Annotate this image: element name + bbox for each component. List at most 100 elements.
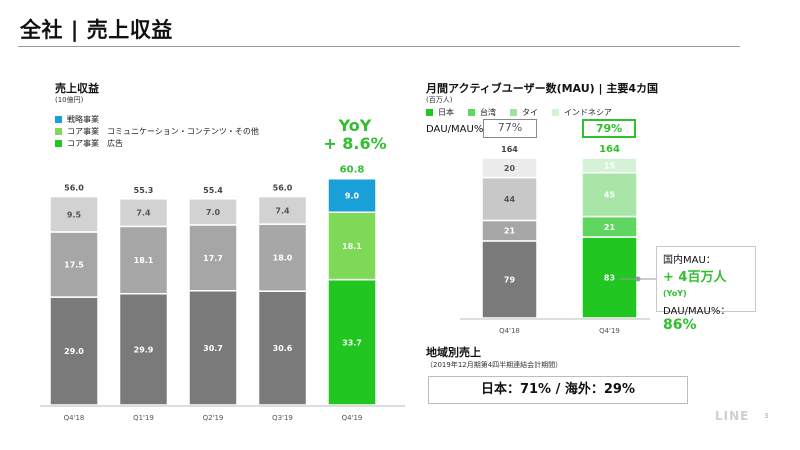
bar-segment <box>327 278 377 406</box>
data-label: 7.4 <box>275 206 290 215</box>
bar-segment <box>257 290 308 406</box>
mau-unit: (百万人) <box>426 96 453 104</box>
callout-mau-growth: + 4百万人 <box>663 270 727 285</box>
callout-line4: 86% <box>663 317 697 333</box>
legend-swatch <box>552 109 559 116</box>
bar-segment <box>188 290 238 406</box>
data-label: 30.7 <box>203 344 223 353</box>
data-label: 33.7 <box>342 338 362 347</box>
data-label: 15 <box>604 161 616 170</box>
data-label: 21 <box>504 227 516 236</box>
data-label: 18.0 <box>273 254 293 263</box>
data-label: 44 <box>504 195 516 204</box>
x-tick-label: Q4'18 <box>64 414 85 422</box>
data-label: 7.4 <box>136 209 151 218</box>
bar-segment <box>481 240 538 319</box>
total-label: 60.8 <box>340 165 365 176</box>
title-divider <box>18 46 740 47</box>
callout-connector-dot <box>635 276 641 282</box>
data-label: 9.0 <box>345 191 360 200</box>
bar-segment <box>581 171 638 218</box>
bar-segment <box>118 198 169 228</box>
legend-label: 日本 <box>438 108 454 117</box>
page-title: 全社 | 売上収益 <box>20 18 173 42</box>
legend-label: コア事業 広告 <box>67 139 123 148</box>
page-number: 3 <box>764 412 769 420</box>
legend-label: インドネシア <box>564 108 612 117</box>
bar-segment <box>257 223 308 292</box>
bar-segment <box>481 157 538 179</box>
bar-segment <box>188 198 238 226</box>
total-label: 55.4 <box>203 186 223 195</box>
x-tick-label: Q1'19 <box>133 414 154 422</box>
legend-swatch <box>55 116 62 123</box>
x-tick-label: Q3'19 <box>272 414 293 422</box>
mau-legend: 日本 台湾 タイ インドネシア <box>426 107 612 118</box>
data-label: 29.9 <box>134 345 154 354</box>
x-tick-label: Q2'19 <box>203 414 224 422</box>
callout-line3: DAU/MAU%： <box>663 306 731 317</box>
bar-segment <box>257 195 308 225</box>
bar-segment <box>327 177 377 213</box>
data-label: 79 <box>504 275 516 284</box>
legend-label: タイ <box>522 108 538 117</box>
callout-line1: 国内MAU： <box>663 255 716 266</box>
legend-item-strategic: 戦略事業 <box>55 114 99 125</box>
legend-label: 戦略事業 <box>67 115 99 124</box>
data-label: 45 <box>604 191 616 200</box>
region-ratio: 日本：71% / 海外：29% <box>428 376 688 404</box>
total-label: 164 <box>599 144 620 155</box>
x-tick-label: Q4'18 <box>499 327 520 335</box>
bar-segment <box>581 236 638 319</box>
callout-yoy: (YoY) <box>663 289 687 298</box>
region-subtitle: （2019年12月期第4四半期連結会計期間） <box>426 361 563 369</box>
bar-segment <box>481 176 538 222</box>
data-label: 18.1 <box>342 242 362 251</box>
data-label: 20 <box>504 164 516 173</box>
legend-label: 台湾 <box>480 108 496 117</box>
bar-segment <box>49 195 99 233</box>
data-label: 21 <box>604 223 616 232</box>
dau-mau-q419: 79% <box>582 119 636 138</box>
legend-label: コア事業 コミュニケーション・コンテンツ・その他 <box>67 127 259 136</box>
total-label: 56.0 <box>64 184 84 193</box>
yoy-value: + 8.6% <box>323 134 387 153</box>
legend-swatch <box>55 128 62 135</box>
data-label: 83 <box>604 274 615 283</box>
legend-swatch <box>468 109 475 116</box>
revenue-chart: 29.0 17.5 9.5 56.0 Q4'18 29.9 18.1 7.4 55.3 Q1'19… <box>40 165 405 422</box>
legend-swatch <box>55 140 62 147</box>
mau-chart-title: 月間アクティブユーザー数(MAU) | 主要4カ国 <box>426 82 659 95</box>
total-label: 55.3 <box>134 186 154 195</box>
bar-segment <box>118 225 169 295</box>
data-label: 29.0 <box>64 347 84 356</box>
total-label: 56.0 <box>273 184 293 193</box>
line-logo: LINE <box>715 409 750 423</box>
total-label: 164 <box>501 145 518 154</box>
bar-segment <box>118 292 169 406</box>
yoy-label: YoY <box>338 116 372 135</box>
bar-segment <box>49 231 99 298</box>
region-title: 地域別売上 <box>426 346 481 359</box>
data-label: 17.5 <box>64 261 84 270</box>
bar-segment <box>581 157 638 174</box>
bar-segment <box>49 296 99 406</box>
revenue-chart-title: 売上収益 <box>55 82 99 95</box>
data-label: 7.0 <box>206 208 221 217</box>
legend-item-core-ads: コア事業 広告 <box>55 138 123 149</box>
revenue-unit: (10億円) <box>55 96 84 104</box>
dau-mau-q418: 77% <box>483 119 537 138</box>
legend-swatch <box>426 109 433 116</box>
dau-mau-label: DAU/MAU% <box>426 124 484 135</box>
x-tick-label: Q4'19 <box>599 327 620 335</box>
bar-segment <box>327 211 377 281</box>
legend-swatch <box>510 109 517 116</box>
data-label: 17.7 <box>203 254 223 263</box>
data-label: 18.1 <box>134 256 154 265</box>
data-label: 30.6 <box>273 344 293 353</box>
mau-chart: 79 21 44 20 164 Q4'18 83 21 45 15 164 Q4'19 <box>460 144 656 335</box>
domestic-mau-callout: 国内MAU： + 4百万人 (YoY) DAU/MAU%： 86% <box>656 246 756 333</box>
callout-line2: + 4百万人 (YoY) <box>663 266 749 300</box>
x-tick-label: Q4'19 <box>342 414 363 422</box>
data-label: 9.5 <box>67 210 82 219</box>
